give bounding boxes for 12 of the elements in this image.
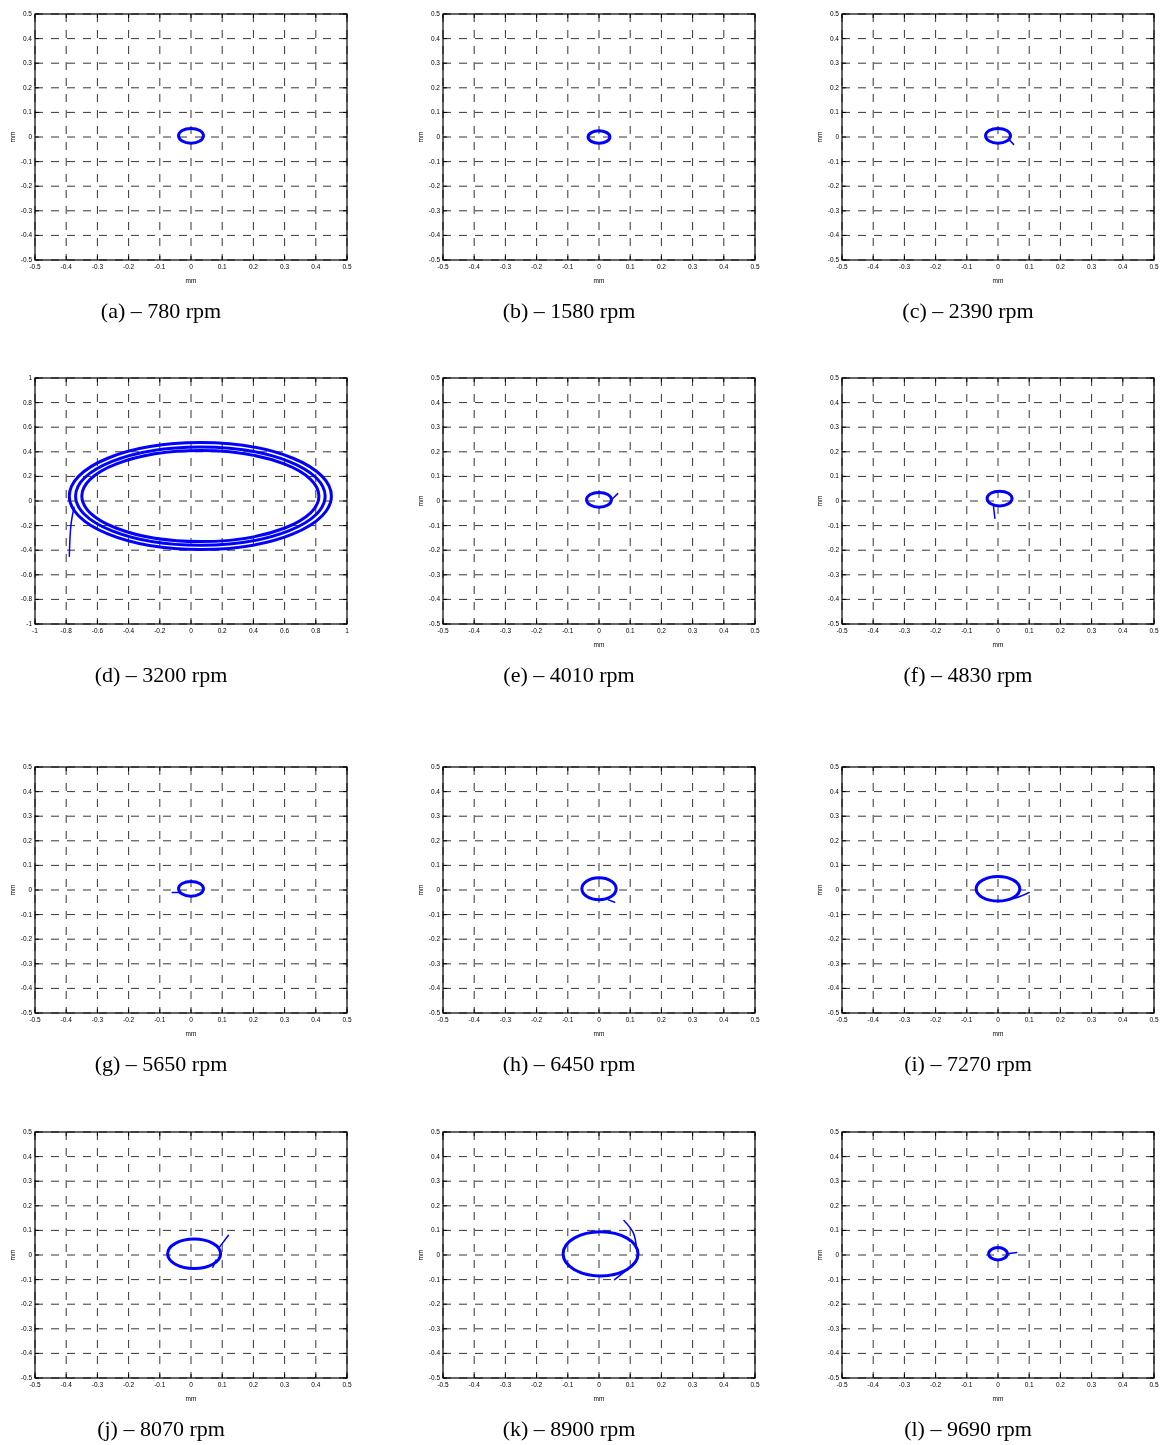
text: (g) – 5650 rpm bbox=[94, 1051, 228, 1076]
text: (k) – 8900 rpm bbox=[502, 1416, 636, 1441]
text: (h) – 6450 rpm bbox=[502, 1051, 636, 1076]
text: (d) – 3200 rpm bbox=[94, 662, 228, 687]
text: (b) – 1580 rpm bbox=[502, 298, 636, 323]
text: (e) – 4010 rpm bbox=[503, 662, 635, 687]
text: (j) – 8070 rpm bbox=[97, 1416, 225, 1441]
text: (f) – 4830 rpm bbox=[903, 662, 1033, 687]
text: (i) – 7270 rpm bbox=[904, 1051, 1032, 1076]
text: (c) – 2390 rpm bbox=[902, 298, 1034, 323]
text: (a) – 780 rpm bbox=[100, 298, 222, 323]
text: (l) – 9690 rpm bbox=[904, 1416, 1032, 1441]
